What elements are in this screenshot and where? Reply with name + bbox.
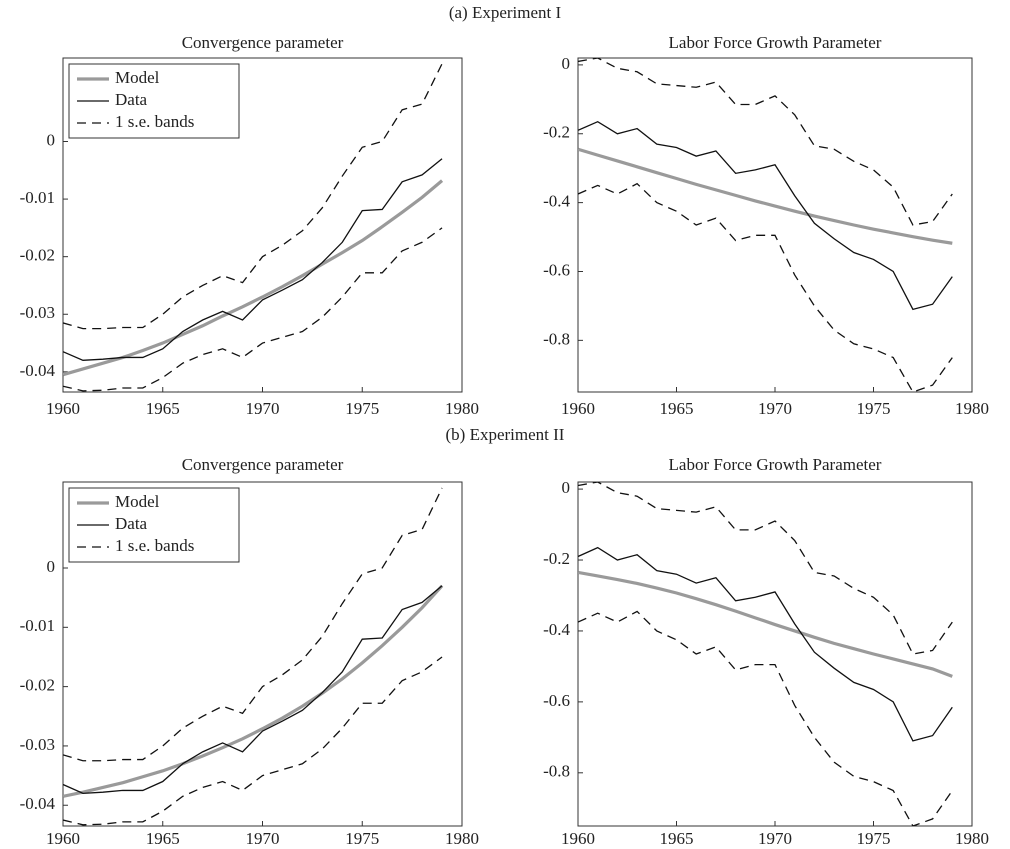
x-tick-label: 1960 [46, 829, 80, 848]
x-tick-label: 1970 [758, 829, 792, 848]
x-tick-label: 1980 [445, 829, 479, 848]
series-line [578, 58, 953, 226]
x-tick-label: 1965 [146, 399, 180, 418]
series-line [578, 147, 953, 245]
line-chart: Convergence parameter 1960 1965 1970 1975 198… [20, 455, 479, 848]
y-tick-label: -0.4 [543, 192, 570, 211]
y-tick-label: -0.03 [20, 735, 55, 754]
x-tick-label: 1980 [445, 399, 479, 418]
y-tick-label: -0.01 [20, 616, 55, 635]
y-tick-label: -0.04 [20, 361, 56, 380]
x-tick-label: 1980 [955, 399, 989, 418]
chart-title: Labor Force Growth Parameter [669, 455, 882, 474]
line-chart: Labor Force Growth Parameter 1960 1965 1970… [543, 455, 989, 848]
x-tick-label: 1965 [660, 399, 694, 418]
series-line [578, 610, 953, 826]
legend-box [68, 487, 240, 563]
y-tick-label: -0.2 [543, 549, 570, 568]
x-tick-label: 1970 [758, 399, 792, 418]
y-tick-label: -0.03 [20, 303, 55, 322]
x-tick-label: 1970 [246, 399, 280, 418]
legend-label: 1 s.e. bands [115, 112, 194, 131]
series-line [578, 482, 953, 655]
line-chart: Labor Force Growth Parameter 1960 1965 1970… [543, 33, 989, 418]
series-line [578, 546, 953, 742]
series-line [63, 179, 444, 377]
series-line [63, 656, 443, 826]
x-tick-label: 1960 [46, 399, 80, 418]
series-line [63, 487, 443, 762]
series-line [578, 570, 953, 678]
y-tick-label: -0.04 [20, 794, 56, 813]
plot-frame [577, 481, 973, 827]
x-tick-label: 1975 [345, 399, 379, 418]
y-tick-label: -0.02 [20, 676, 55, 695]
panel-heading: (a) Experiment I [449, 3, 562, 22]
legend-label: Data [115, 90, 148, 109]
y-tick-label: 0 [562, 478, 571, 497]
y-tick-label: 0 [47, 557, 56, 576]
x-tick-label: 1975 [857, 829, 891, 848]
series-line [63, 158, 443, 361]
series-line [63, 63, 443, 330]
y-tick-label: 0 [47, 130, 56, 149]
chart-title: Convergence parameter [182, 455, 344, 474]
chart-title: Labor Force Growth Parameter [669, 33, 882, 52]
y-tick-label: -0.8 [543, 762, 570, 781]
y-tick-label: -0.8 [543, 329, 570, 348]
y-tick-label: -0.01 [20, 188, 55, 207]
series-line [578, 182, 953, 392]
legend-label: Data [115, 514, 148, 533]
series-line [63, 585, 443, 795]
x-tick-label: 1975 [857, 399, 891, 418]
x-tick-label: 1975 [345, 829, 379, 848]
line-chart: Convergence parameter 1960 1965 1970 1975 198… [20, 33, 479, 418]
y-tick-label: 0 [562, 54, 571, 73]
series-line [578, 120, 953, 311]
y-tick-label: -0.4 [543, 620, 570, 639]
chart-title: Convergence parameter [182, 33, 344, 52]
y-tick-label: -0.6 [543, 260, 570, 279]
y-tick-label: -0.02 [20, 246, 55, 265]
x-tick-label: 1960 [561, 829, 595, 848]
series-line [63, 584, 444, 798]
legend-label: Model [115, 492, 160, 511]
series-line [63, 227, 443, 392]
panel-heading: (b) Experiment II [446, 425, 565, 444]
y-tick-label: -0.2 [543, 123, 570, 142]
x-tick-label: 1970 [246, 829, 280, 848]
x-tick-label: 1980 [955, 829, 989, 848]
y-tick-label: -0.6 [543, 691, 570, 710]
legend-label: Model [115, 68, 160, 87]
x-tick-label: 1965 [146, 829, 180, 848]
x-tick-label: 1960 [561, 399, 595, 418]
legend-label: 1 s.e. bands [115, 536, 194, 555]
x-tick-label: 1965 [660, 829, 694, 848]
